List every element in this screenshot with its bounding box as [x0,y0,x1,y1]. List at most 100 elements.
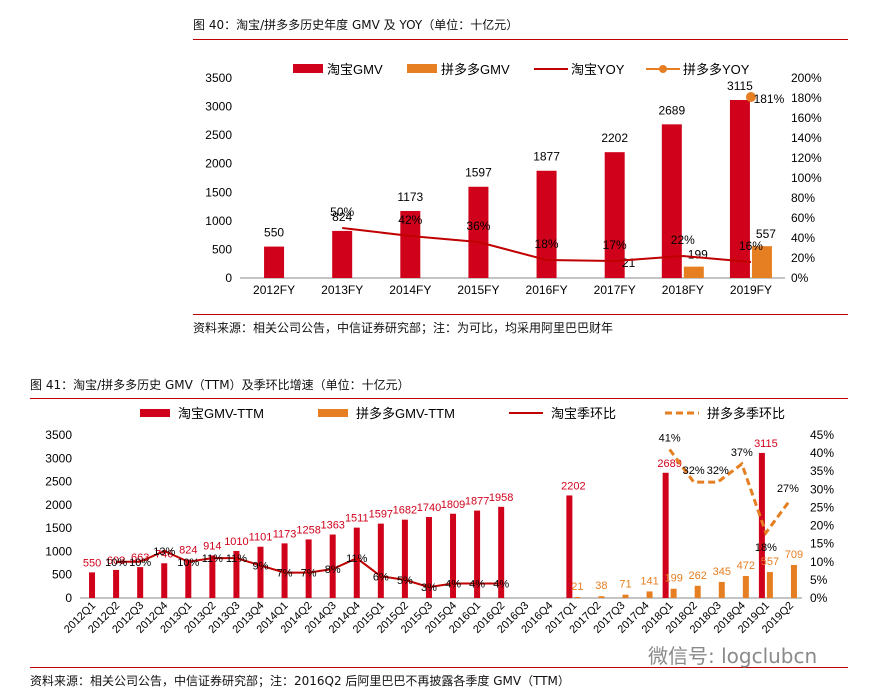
taobao-ttm-bar [305,539,312,598]
taobao-gmv-bar [604,152,625,278]
taobao-gmv-bar [661,124,682,278]
x-tick-label: 2017FY [594,283,636,297]
taobao-ttm-label: 1809 [441,499,465,511]
pdd-ttm-bar [766,572,773,598]
taobao-ttm-bar [401,519,408,598]
y2-tick-label: 200% [791,71,822,85]
taobao-ttm-label: 746 [155,548,173,560]
legend-label: 拼多多GMV [441,62,510,77]
x-tick-label: 2018FY [662,283,704,297]
taobao-ttm-label: 1958 [489,492,513,504]
taobao-qoq-label: 3% [421,582,437,594]
x-tick-label: 2016FY [526,283,568,297]
pdd-ttm-bar [790,564,797,598]
taobao-qoq-label: 9% [253,560,269,572]
taobao-ttm-label: 1363 [320,520,344,532]
fig41-source-rule [30,667,848,668]
fig40-source-rule [193,314,848,315]
pdd-ttm-bar [646,591,653,598]
taobao-ttm-bar [89,572,96,598]
taobao-qoq-label: 11% [202,553,223,565]
taobao-ttm-bar [662,472,669,598]
taobao-ttm-bar [281,543,288,598]
taobao-qoq-label: 10% [177,557,199,569]
taobao-ttm-bar [329,534,336,598]
y-tick-label: 1000 [205,214,232,228]
taobao-qoq-line [116,549,502,589]
y-tick-label: 0 [65,591,72,605]
taobao-ttm-bar [113,569,120,598]
legend-label: 淘宝季环比 [551,406,616,421]
taobao-gmv-bar [332,230,353,278]
y-tick-label: 2000 [45,498,72,512]
y-tick-label: 3000 [45,451,72,465]
y-tick-label: 0 [225,271,232,285]
taobao-ttm-bar [450,513,457,598]
taobao-ttm-label: 1511 [345,513,369,525]
taobao-gmv-label: 1877 [533,150,560,164]
pdd-ttm-bar [622,594,629,598]
taobao-ttm-label: 1597 [369,509,393,521]
fig41-caption-rule [30,398,848,399]
taobao-qoq-label: 8% [325,564,341,576]
y2-tick-label: 45% [810,428,834,442]
y2-tick-label: 80% [791,191,815,205]
taobao-ttm-label: 3115 [754,438,778,450]
y2-tick-label: 60% [791,211,815,225]
taobao-gmv-bar [729,100,750,278]
taobao-ttm-bar [185,559,192,598]
pdd-ttm-label: 21 [571,581,583,593]
pdd-qoq-label: 41% [659,432,681,444]
y2-tick-label: 25% [810,500,834,514]
taobao-ttm-label: 824 [179,545,197,557]
y-tick-label: 3000 [205,100,232,114]
y-tick-label: 2000 [205,157,232,171]
pdd-qoq-label: 27% [777,483,799,495]
pdd-ttm-label: 71 [619,579,631,591]
taobao-ttm-bar [161,563,168,598]
taobao-gmv-label: 550 [264,226,284,240]
taobao-gmv-label: 2689 [658,103,685,117]
legend-label: 淘宝YOY [571,62,625,77]
legend-label: 拼多多季环比 [707,406,785,421]
pdd-yoy-label: 181% [754,92,785,106]
pdd-ttm-bar [742,576,749,598]
pdd-ttm-label: 199 [664,573,682,585]
pdd-ttm-bar [694,585,701,598]
taobao-ttm-bar [474,510,481,598]
taobao-ttm-bar [257,546,264,598]
taobao-gmv-bar [468,186,489,278]
y2-tick-label: 15% [810,537,834,551]
taobao-qoq-label: 4% [445,579,461,591]
fig41-caption: 图 41：淘宝/拼多多历史 GMV（TTM）及季环比增速（单位：十亿元） [30,378,410,392]
pdd-ttm-bar [718,581,725,598]
legend-label: 淘宝GMV-TTM [178,406,264,421]
taobao-yoy-label: 50% [330,205,354,219]
taobao-ttm-label: 1010 [224,536,248,548]
taobao-qoq-label: 4% [493,579,509,591]
y2-tick-label: 180% [791,91,822,105]
y-tick-label: 3500 [45,428,72,442]
taobao-qoq-label: 10% [129,557,151,569]
taobao-ttm-label: 914 [203,540,221,552]
y-tick-label: 1500 [45,521,72,535]
pdd-gmv-bar [683,266,704,278]
legend-swatch-marker [659,65,667,73]
taobao-qoq-label: 13% [153,546,175,558]
taobao-ttm-label: 1682 [393,505,417,517]
taobao-qoq-label: 7% [277,568,293,580]
y-tick-label: 500 [212,242,232,256]
fig40-source: 资料来源：相关公司公告，中信证券研究部；注：为可比，均采用阿里巴巴财年 [193,321,614,335]
taobao-gmv-bar [400,210,421,278]
y-tick-label: 2500 [205,128,232,142]
y2-tick-label: 10% [810,555,834,569]
fig40-caption: 图 40：淘宝/拼多多历史年度 GMV 及 YOY（单位：十亿元） [193,18,519,32]
legend-label: 拼多多GMV-TTM [356,406,455,421]
legend-swatch [293,64,323,73]
taobao-ttm-label: 1258 [296,524,320,536]
taobao-ttm-bar [377,523,384,598]
pdd-ttm-label: 38 [595,580,607,592]
taobao-gmv-bar [264,246,285,278]
y2-tick-label: 100% [791,171,822,185]
